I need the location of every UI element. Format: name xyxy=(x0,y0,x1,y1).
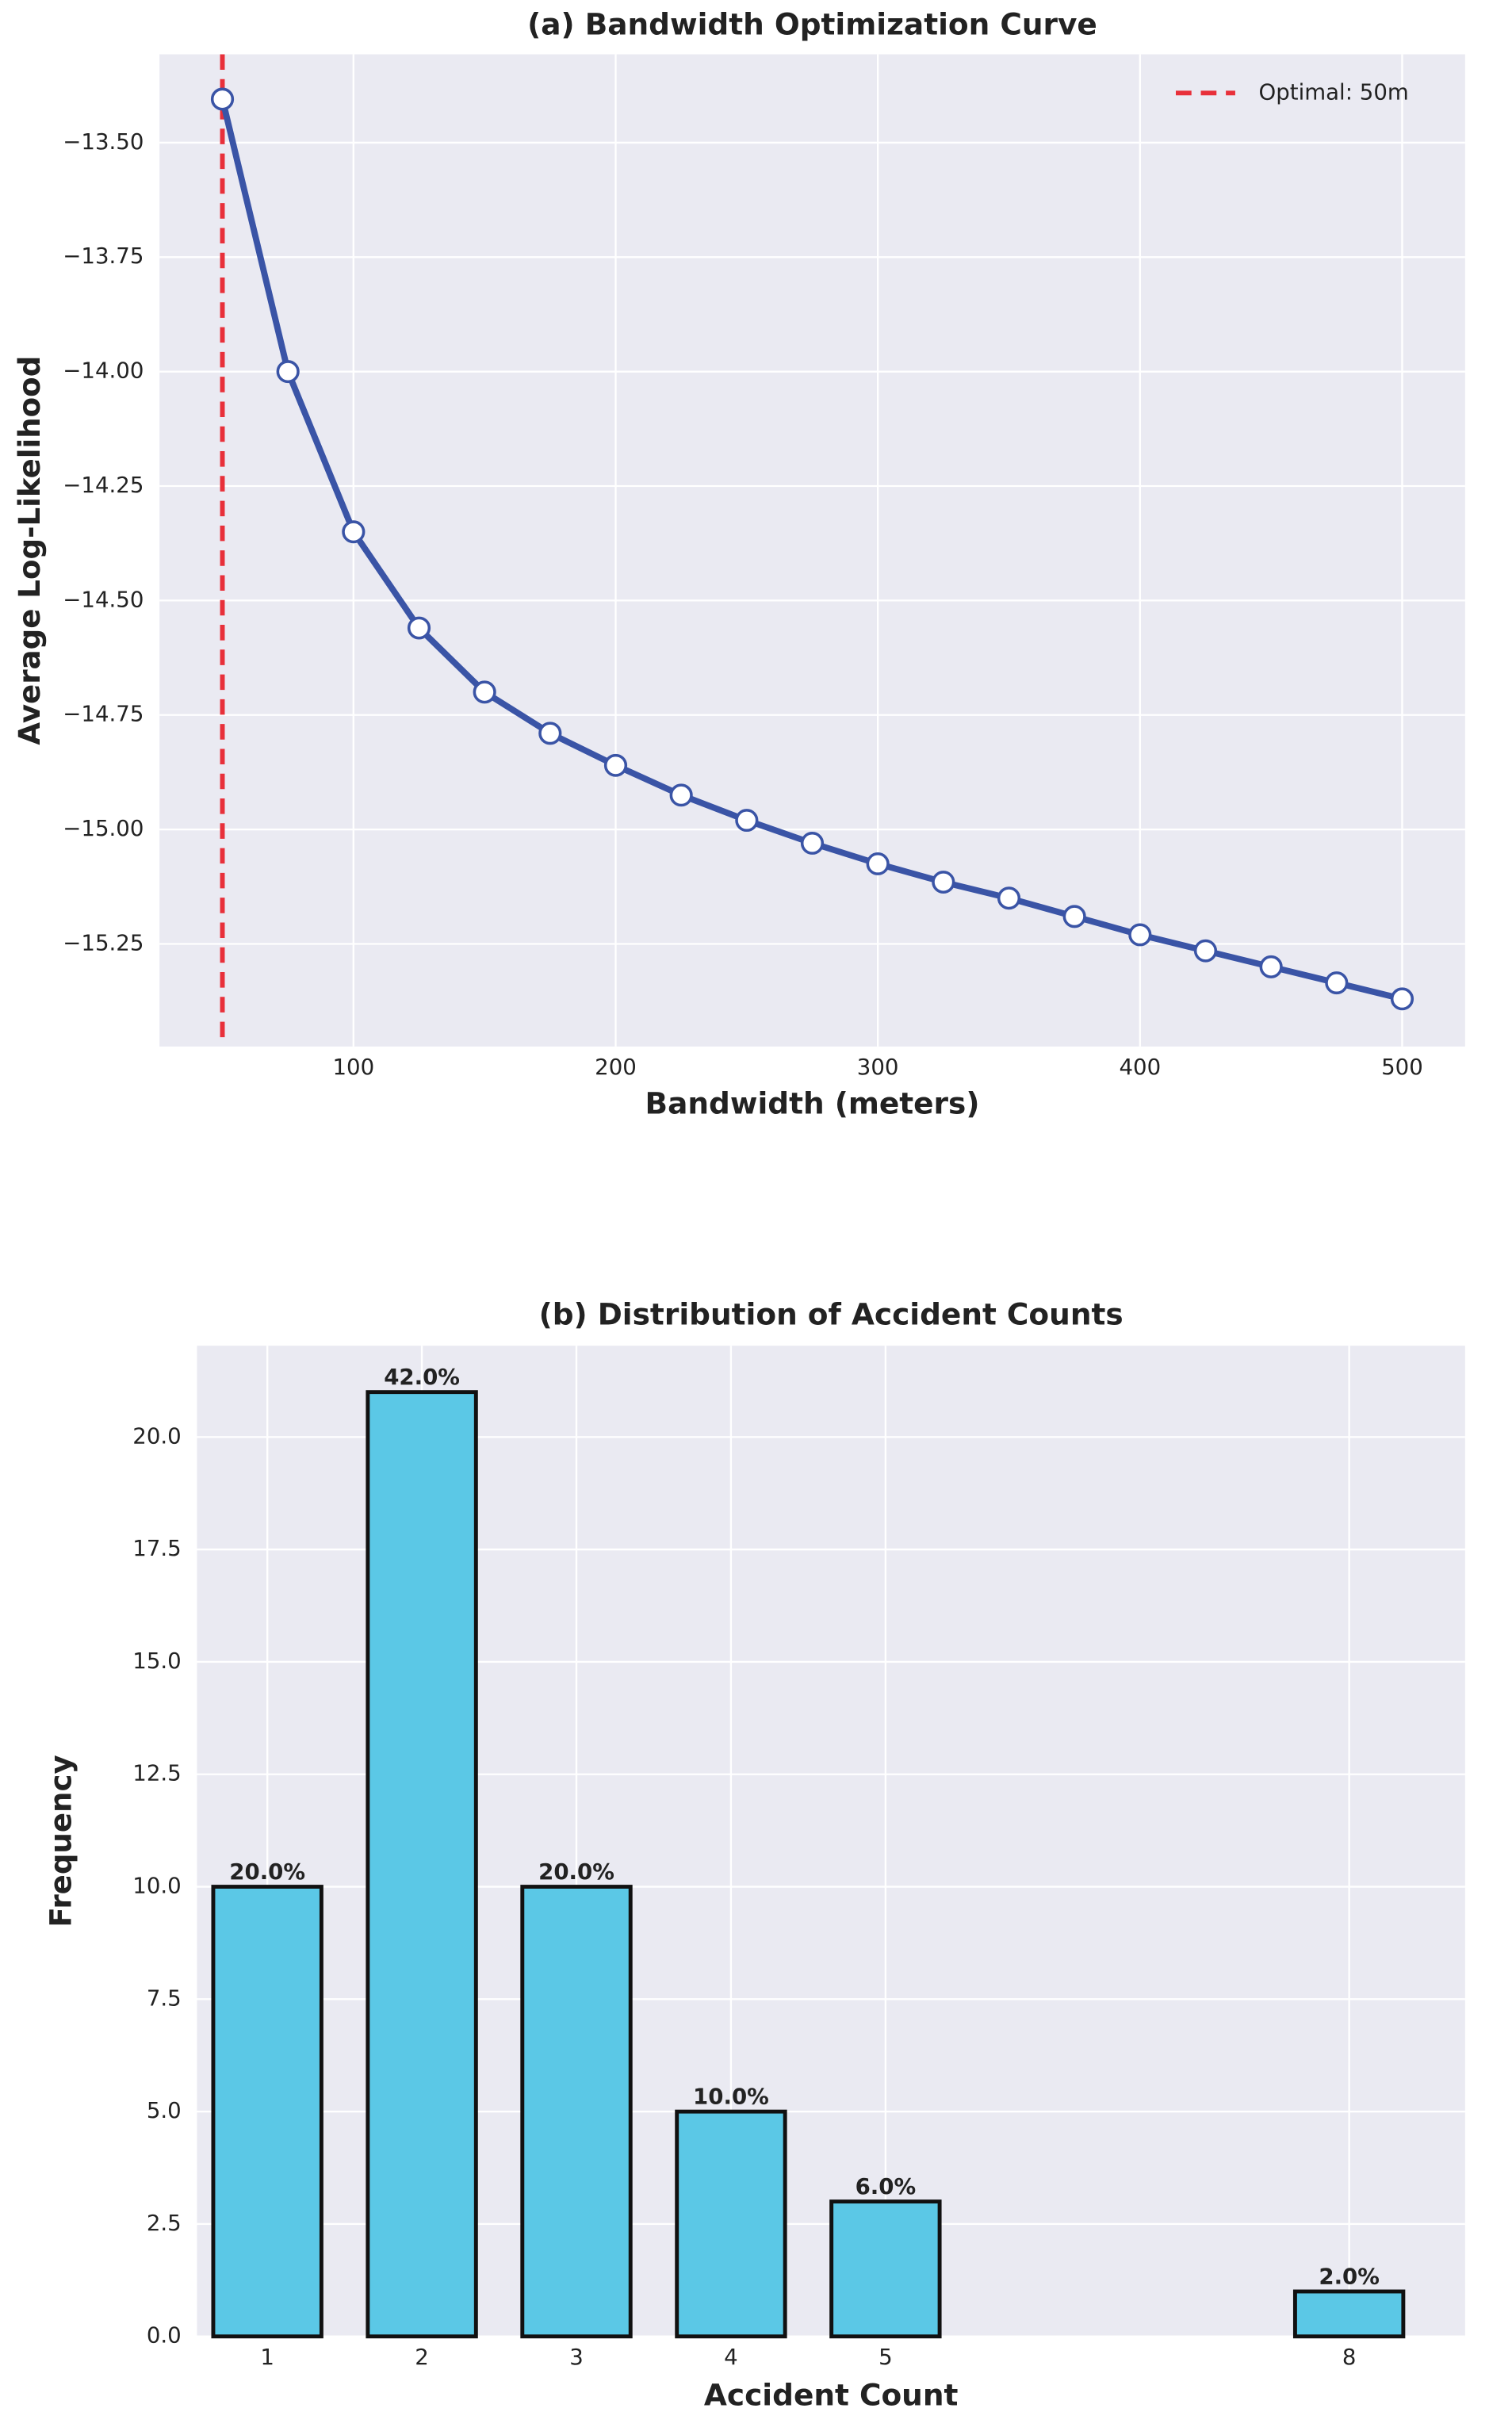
chart-title: (a) Bandwidth Optimization Curve xyxy=(527,7,1097,42)
y-tick-label: −13.50 xyxy=(63,129,144,155)
marker xyxy=(1390,987,1414,1011)
marker xyxy=(1128,923,1152,947)
marker xyxy=(538,722,562,745)
bar xyxy=(1292,2289,1406,2339)
marker xyxy=(276,360,300,384)
y-tick-label: 0.0 xyxy=(147,2323,182,2349)
x-tick-label: 4 xyxy=(724,2345,738,2370)
y-axis-label: Frequency xyxy=(43,1755,78,1927)
x-tick-label: 400 xyxy=(1119,1055,1161,1080)
x-tick-label: 8 xyxy=(1342,2345,1357,2370)
y-tick-label: 7.5 xyxy=(147,1985,182,2011)
marker xyxy=(407,616,431,640)
y-tick-label: 10.0 xyxy=(132,1874,181,1899)
x-tick-label: 3 xyxy=(569,2345,584,2370)
marker xyxy=(603,753,628,777)
marker xyxy=(1259,955,1283,978)
legend-label: Optimal: 50m xyxy=(1259,79,1409,105)
y-tick-label: 17.5 xyxy=(132,1536,181,1561)
marker xyxy=(800,831,825,855)
bar xyxy=(675,2109,787,2339)
x-tick-label: 100 xyxy=(332,1055,374,1080)
value-label: 20.0% xyxy=(538,1859,614,1885)
bar xyxy=(520,1885,633,2339)
y-tick-label: 15.0 xyxy=(132,1648,181,1674)
y-tick-label: 2.5 xyxy=(147,2211,182,2236)
marker xyxy=(735,809,759,833)
x-tick-label: 5 xyxy=(878,2345,893,2370)
marker xyxy=(1062,905,1086,928)
marker xyxy=(866,852,890,875)
y-tick-label: −15.25 xyxy=(63,931,144,956)
bar xyxy=(366,1390,478,2339)
y-tick-label: 20.0 xyxy=(132,1423,181,1449)
x-axis-label: Bandwidth (meters) xyxy=(645,1086,980,1121)
y-tick-label: −15.00 xyxy=(63,816,144,841)
bar xyxy=(829,2199,942,2339)
x-tick-label: 2 xyxy=(415,2345,429,2370)
y-tick-label: 5.0 xyxy=(147,2098,182,2123)
bar xyxy=(211,1885,323,2339)
x-axis-label: Accident Count xyxy=(704,2378,959,2413)
x-tick-label: 500 xyxy=(1381,1055,1423,1080)
y-tick-label: −14.50 xyxy=(63,587,144,612)
y-tick-label: 12.5 xyxy=(132,1761,181,1786)
marker xyxy=(1325,971,1349,995)
value-label: 2.0% xyxy=(1319,2264,1380,2289)
plot-area xyxy=(159,54,1465,1047)
value-label: 20.0% xyxy=(229,1859,305,1885)
marker xyxy=(342,520,366,544)
y-axis-label: Average Log-Likelihood xyxy=(12,356,47,745)
marker xyxy=(473,680,496,704)
marker xyxy=(997,886,1021,910)
value-label: 42.0% xyxy=(384,1365,460,1390)
marker xyxy=(1193,939,1218,963)
marker xyxy=(210,87,235,111)
legend: Optimal: 50m xyxy=(1176,79,1409,105)
y-tick-label: −14.00 xyxy=(63,358,144,384)
value-label: 6.0% xyxy=(856,2174,917,2199)
y-tick-label: −13.75 xyxy=(63,243,144,269)
chart-title: (b) Distribution of Accident Counts xyxy=(539,1297,1123,1332)
marker xyxy=(932,871,955,894)
y-tick-label: −14.25 xyxy=(63,473,144,498)
y-tick-label: −14.75 xyxy=(63,702,144,727)
marker xyxy=(669,783,693,807)
value-label: 10.0% xyxy=(693,2085,769,2110)
x-tick-label: 300 xyxy=(857,1055,899,1080)
x-tick-label: 1 xyxy=(260,2345,274,2370)
x-tick-label: 200 xyxy=(595,1055,637,1080)
